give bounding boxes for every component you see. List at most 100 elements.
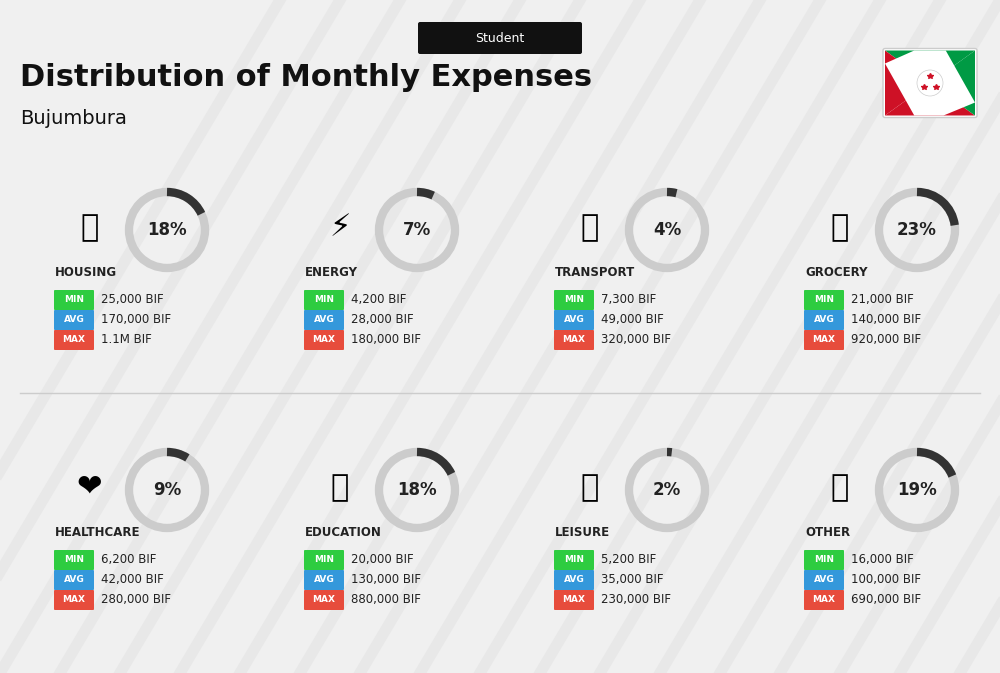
Text: 18%: 18% [147,221,187,239]
FancyBboxPatch shape [54,310,94,330]
Text: 690,000 BIF: 690,000 BIF [851,594,921,606]
FancyBboxPatch shape [554,590,594,610]
FancyBboxPatch shape [54,290,94,310]
Text: MAX: MAX [812,336,836,345]
Text: MIN: MIN [814,295,834,304]
Text: 49,000 BIF: 49,000 BIF [601,314,664,326]
Text: 23%: 23% [897,221,937,239]
Polygon shape [885,50,975,83]
Text: MIN: MIN [314,555,334,565]
Text: 140,000 BIF: 140,000 BIF [851,314,921,326]
FancyBboxPatch shape [554,550,594,570]
Text: HEALTHCARE: HEALTHCARE [55,526,140,540]
Text: 28,000 BIF: 28,000 BIF [351,314,414,326]
Text: 🏢: 🏢 [81,213,99,242]
Text: MIN: MIN [64,555,84,565]
FancyBboxPatch shape [804,310,844,330]
FancyBboxPatch shape [883,48,977,118]
FancyBboxPatch shape [418,22,582,54]
FancyBboxPatch shape [304,310,344,330]
FancyBboxPatch shape [804,290,844,310]
Text: OTHER: OTHER [805,526,850,540]
Text: AVG: AVG [314,316,334,324]
FancyBboxPatch shape [554,290,594,310]
Text: 2%: 2% [653,481,681,499]
Text: Student: Student [475,32,525,44]
Text: MAX: MAX [312,596,336,604]
Text: MIN: MIN [564,295,584,304]
Text: 42,000 BIF: 42,000 BIF [101,573,164,586]
FancyBboxPatch shape [304,570,344,590]
FancyBboxPatch shape [554,310,594,330]
Text: 🛍️: 🛍️ [581,474,599,503]
Text: MAX: MAX [562,596,586,604]
Text: 25,000 BIF: 25,000 BIF [101,293,164,306]
Text: 20,000 BIF: 20,000 BIF [351,553,414,567]
FancyBboxPatch shape [804,570,844,590]
Text: 19%: 19% [897,481,937,499]
Text: 👛: 👛 [831,474,849,503]
Text: 170,000 BIF: 170,000 BIF [101,314,171,326]
Text: 35,000 BIF: 35,000 BIF [601,573,664,586]
Text: 18%: 18% [397,481,437,499]
Text: Bujumbura: Bujumbura [20,108,127,127]
Text: MAX: MAX [562,336,586,345]
Polygon shape [885,50,930,116]
Text: TRANSPORT: TRANSPORT [555,267,635,279]
Text: 21,000 BIF: 21,000 BIF [851,293,914,306]
FancyBboxPatch shape [804,590,844,610]
Text: ❤️: ❤️ [77,474,103,503]
Text: MIN: MIN [564,555,584,565]
Text: AVG: AVG [564,575,584,584]
Text: MAX: MAX [812,596,836,604]
Text: 🚌: 🚌 [581,213,599,242]
Text: 16,000 BIF: 16,000 BIF [851,553,914,567]
FancyBboxPatch shape [304,290,344,310]
Text: EDUCATION: EDUCATION [305,526,382,540]
Text: AVG: AVG [314,575,334,584]
Text: MAX: MAX [62,336,86,345]
FancyBboxPatch shape [554,570,594,590]
FancyBboxPatch shape [54,590,94,610]
Text: Distribution of Monthly Expenses: Distribution of Monthly Expenses [20,63,592,92]
Text: MAX: MAX [312,336,336,345]
Text: 1.1M BIF: 1.1M BIF [101,334,152,347]
Text: 880,000 BIF: 880,000 BIF [351,594,421,606]
Text: ENERGY: ENERGY [305,267,358,279]
Text: 🎓: 🎓 [331,474,349,503]
Text: MIN: MIN [64,295,84,304]
Text: 320,000 BIF: 320,000 BIF [601,334,671,347]
Text: AVG: AVG [64,316,84,324]
FancyBboxPatch shape [54,330,94,350]
Text: GROCERY: GROCERY [805,267,868,279]
FancyBboxPatch shape [804,550,844,570]
Text: 280,000 BIF: 280,000 BIF [101,594,171,606]
Text: 7,300 BIF: 7,300 BIF [601,293,656,306]
Text: 7%: 7% [403,221,431,239]
Text: 4%: 4% [653,221,681,239]
Circle shape [917,70,943,96]
FancyBboxPatch shape [554,330,594,350]
Text: 9%: 9% [153,481,181,499]
Polygon shape [885,50,975,116]
FancyBboxPatch shape [304,330,344,350]
FancyBboxPatch shape [54,550,94,570]
Text: AVG: AVG [64,575,84,584]
FancyBboxPatch shape [54,570,94,590]
Text: 180,000 BIF: 180,000 BIF [351,334,421,347]
Text: LEISURE: LEISURE [555,526,610,540]
Text: 5,200 BIF: 5,200 BIF [601,553,656,567]
Text: 🛒: 🛒 [831,213,849,242]
Text: 920,000 BIF: 920,000 BIF [851,334,921,347]
Text: AVG: AVG [814,316,834,324]
Polygon shape [930,50,975,116]
Text: 230,000 BIF: 230,000 BIF [601,594,671,606]
Text: 4,200 BIF: 4,200 BIF [351,293,406,306]
Text: 130,000 BIF: 130,000 BIF [351,573,421,586]
Text: MAX: MAX [62,596,86,604]
FancyBboxPatch shape [804,330,844,350]
Text: ⚡: ⚡ [329,213,351,242]
Polygon shape [885,83,975,116]
Text: 6,200 BIF: 6,200 BIF [101,553,156,567]
Text: AVG: AVG [564,316,584,324]
